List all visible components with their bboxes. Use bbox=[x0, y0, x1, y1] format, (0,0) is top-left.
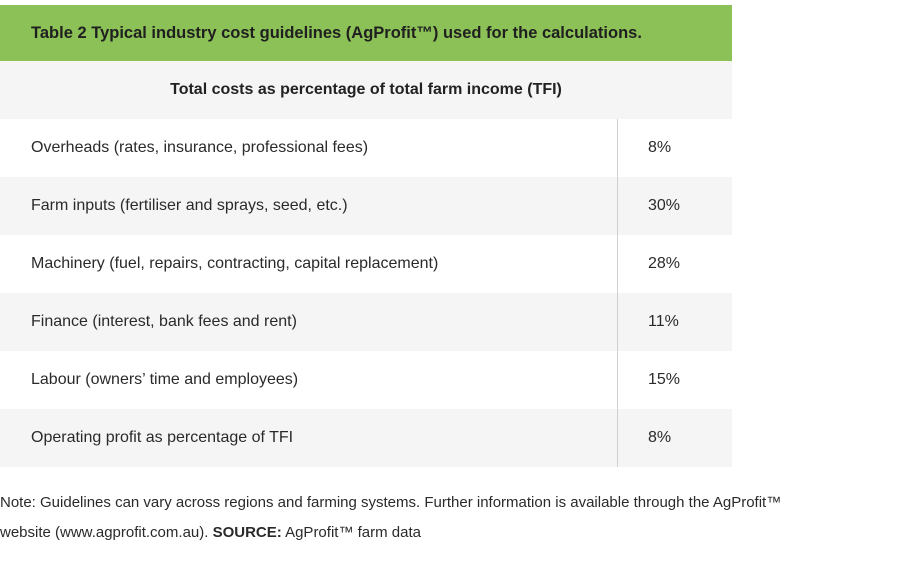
table-row: Overheads (rates, insurance, professiona… bbox=[0, 119, 732, 177]
footnote-website-text: website (www.agprofit.com.au). bbox=[0, 524, 213, 541]
source-label: SOURCE: bbox=[212, 524, 282, 541]
row-label: Overheads (rates, insurance, professiona… bbox=[0, 119, 618, 177]
table-header: Total costs as percentage of total farm … bbox=[0, 61, 732, 119]
table-row: Operating profit as percentage of TFI 8% bbox=[0, 409, 732, 467]
table-row: Machinery (fuel, repairs, contracting, c… bbox=[0, 235, 732, 293]
footnote-line-1: Note: Guidelines can vary across regions… bbox=[0, 494, 782, 511]
row-value: 30% bbox=[648, 197, 681, 214]
row-value: 8% bbox=[648, 139, 672, 156]
row-value: 28% bbox=[648, 255, 681, 272]
row-label: Machinery (fuel, repairs, contracting, c… bbox=[0, 235, 618, 293]
row-value: 15% bbox=[648, 371, 681, 388]
row-value: 8% bbox=[648, 429, 672, 446]
footnote-line-2: website (www.agprofit.com.au). SOURCE: A… bbox=[0, 518, 900, 548]
row-label: Labour (owners’ time and employees) bbox=[0, 351, 618, 409]
table-row: Farm inputs (fertiliser and sprays, seed… bbox=[0, 177, 732, 235]
table-footnote: Note: Guidelines can vary across regions… bbox=[0, 488, 900, 548]
table-row: Labour (owners’ time and employees) 15% bbox=[0, 351, 732, 409]
table-row: Finance (interest, bank fees and rent) 1… bbox=[0, 293, 732, 351]
row-label: Operating profit as percentage of TFI bbox=[0, 409, 618, 467]
row-value: 11% bbox=[648, 313, 679, 330]
table-caption: Table 2 Typical industry cost guidelines… bbox=[0, 5, 732, 61]
cost-guidelines-table: Table 2 Typical industry cost guidelines… bbox=[0, 5, 732, 467]
source-text: AgProfit™ farm data bbox=[281, 524, 421, 541]
row-label: Farm inputs (fertiliser and sprays, seed… bbox=[0, 177, 618, 235]
row-label: Finance (interest, bank fees and rent) bbox=[0, 293, 618, 351]
